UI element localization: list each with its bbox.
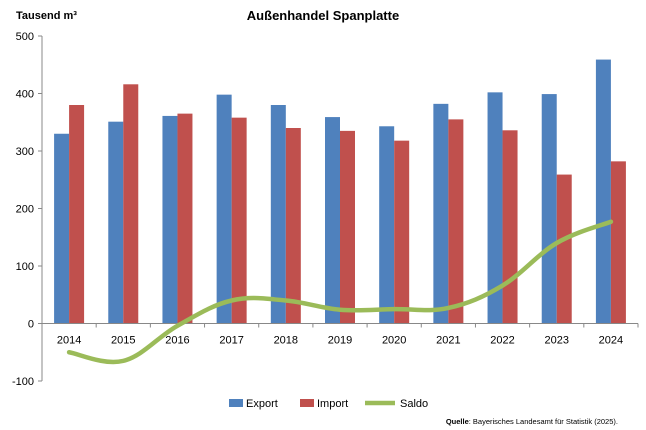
bar-export	[216, 94, 232, 324]
x-tick-label: 2021	[436, 335, 460, 347]
x-tick-label: 2024	[599, 335, 623, 347]
legend-label-import: Import	[317, 398, 348, 410]
y-tick-label: 200	[16, 204, 34, 216]
x-tick-label: 2015	[111, 335, 135, 347]
bar-import	[394, 140, 410, 324]
bar-export	[541, 94, 557, 324]
y-tick-label: 500	[16, 31, 34, 43]
bar-export	[487, 92, 503, 324]
bar-export	[595, 59, 611, 324]
y-tick-label: 100	[16, 261, 34, 273]
y-tick-label: 0	[28, 319, 34, 331]
bar-export	[379, 126, 395, 324]
bar-import	[231, 117, 247, 324]
x-tick-label: 2016	[165, 335, 189, 347]
line-saldo	[66, 219, 614, 365]
legend: Export Import Saldo	[229, 398, 428, 410]
bar-import	[123, 84, 139, 324]
bar-export	[325, 117, 340, 324]
bar-export	[108, 121, 124, 324]
x-tick-label: 2023	[544, 335, 568, 347]
x-tick-label: 2017	[219, 335, 243, 347]
x-axis-tick-labels: 2014 2015 2016 2017 2018 2019 2020 2021 2022 2023…	[57, 335, 623, 347]
x-tick-label: 2014	[57, 335, 81, 347]
bar-import	[285, 128, 301, 324]
axes	[41, 36, 639, 381]
legend-label-saldo: Saldo	[400, 398, 428, 410]
legend-swatch-import	[300, 399, 314, 407]
y-axis-unit-label: Tausend m³	[16, 10, 77, 22]
y-tick-label: -100	[12, 376, 34, 388]
bar-import	[177, 113, 193, 324]
chart-title: Außenhandel Spanplatte	[246, 8, 400, 23]
bar-import	[502, 130, 518, 324]
y-tick-label: 400	[16, 89, 34, 101]
y-axis-ticks: -100 0 100 200 300 400 500	[12, 31, 42, 388]
source-note: Quelle: Bayerisches Landesamt für Statis…	[446, 417, 618, 426]
x-tick-label: 2018	[274, 335, 298, 347]
x-tick-label: 2019	[328, 335, 352, 347]
bar-import	[69, 105, 85, 324]
bar-import	[556, 174, 572, 324]
legend-swatch-export	[229, 399, 243, 407]
bar-series	[54, 59, 626, 324]
bar-import	[340, 130, 355, 324]
x-tick-label: 2022	[490, 335, 514, 347]
bar-export	[162, 115, 178, 324]
bar-export	[433, 103, 449, 324]
bar-export	[270, 105, 286, 324]
source-text: : Bayerisches Landesamt für Statistik (2…	[468, 417, 618, 426]
saldo-line-series	[66, 219, 614, 365]
x-tick-label: 2020	[382, 335, 406, 347]
bar-import	[448, 119, 464, 324]
y-tick-label: 300	[16, 146, 34, 158]
bar-import	[610, 161, 626, 324]
bar-export	[54, 133, 70, 324]
legend-label-export: Export	[246, 398, 278, 410]
source-label: Quelle	[445, 417, 469, 426]
